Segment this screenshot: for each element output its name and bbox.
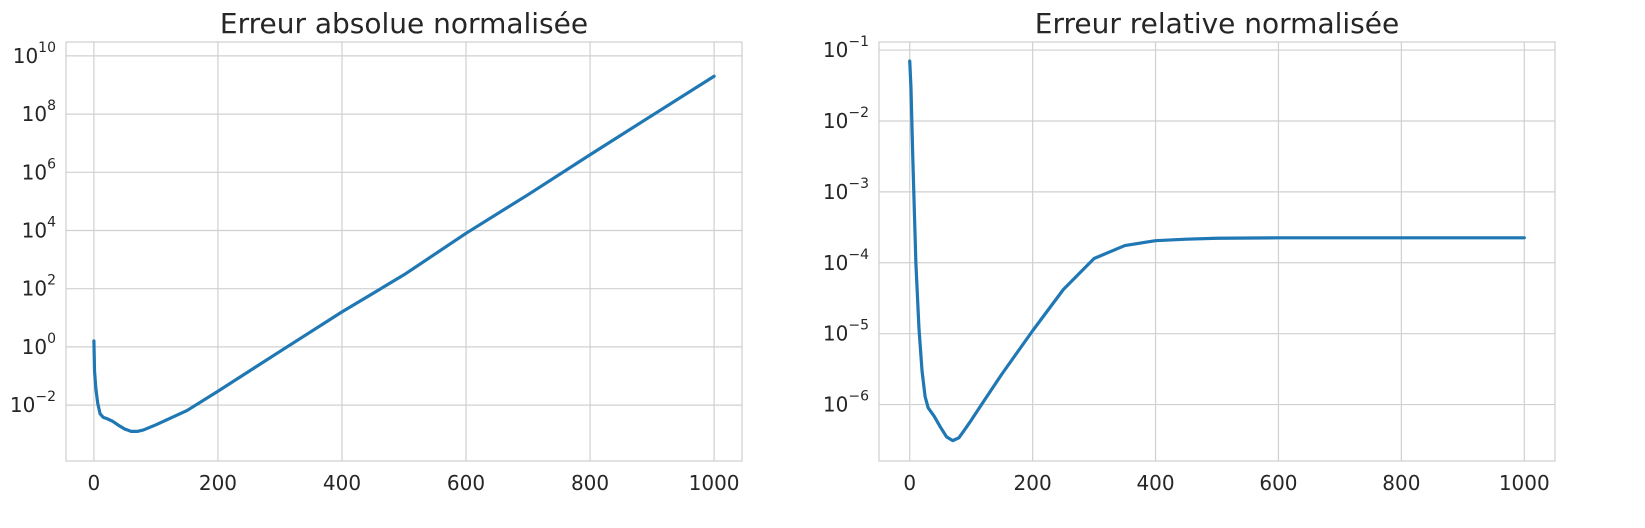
chart-title: Erreur relative normalisée xyxy=(1035,7,1399,40)
y-tick-base: 10 xyxy=(823,38,848,62)
y-tick-label: 10−3 xyxy=(823,176,869,204)
grid xyxy=(66,42,742,461)
chart-relative-error: Erreur relative normalisée 0 200 400 600 800… xyxy=(823,7,1556,495)
y-tick-label: 100 xyxy=(22,331,56,359)
y-tick-label: 10−6 xyxy=(823,389,869,417)
y-tick-label: 104 xyxy=(22,214,56,242)
x-tick-label: 400 xyxy=(323,471,361,495)
y-tick-base: 10 xyxy=(823,180,848,204)
plot-frame xyxy=(878,41,1556,462)
x-tick-label: 1000 xyxy=(689,471,740,495)
y-tick-exponent: 4 xyxy=(47,214,56,230)
x-tick-label: 600 xyxy=(447,471,485,495)
y-tick-exponent: −2 xyxy=(848,105,869,121)
y-tick-label: 102 xyxy=(22,273,56,301)
y-tick-exponent: 0 xyxy=(47,331,56,347)
y-tick-base: 10 xyxy=(823,251,848,275)
y-tick-exponent: −6 xyxy=(848,389,869,405)
series-line xyxy=(92,74,716,433)
x-tick-label: 0 xyxy=(903,471,916,495)
x-tick-label: 600 xyxy=(1259,471,1297,495)
y-tick-exponent: −2 xyxy=(35,389,56,405)
y-tick-exponent: 2 xyxy=(47,273,56,289)
y-tick-exponent: −1 xyxy=(848,34,869,50)
x-tick-label: 800 xyxy=(571,471,609,495)
y-tick-base: 10 xyxy=(13,44,38,68)
x-tick-label: 1000 xyxy=(1499,471,1550,495)
y-tick-label: 10−4 xyxy=(823,247,869,275)
chart-title: Erreur absolue normalisée xyxy=(220,7,588,40)
y-tick-labels: 10−610−510−410−310−210−1 xyxy=(823,34,869,416)
y-tick-exponent: −3 xyxy=(848,176,869,192)
y-tick-label: 106 xyxy=(22,156,56,184)
y-tick-exponent: 6 xyxy=(47,156,56,172)
x-tick-label: 800 xyxy=(1382,471,1420,495)
y-tick-base: 10 xyxy=(22,335,47,359)
y-tick-base: 10 xyxy=(10,393,35,417)
y-tick-base: 10 xyxy=(823,322,848,346)
plot-frame xyxy=(65,41,743,462)
x-tick-label: 200 xyxy=(1014,471,1052,495)
y-tick-label: 10−2 xyxy=(823,105,869,133)
y-tick-label: 10−5 xyxy=(823,318,869,346)
y-tick-base: 10 xyxy=(22,218,47,242)
y-tick-label: 108 xyxy=(22,98,56,126)
grid xyxy=(879,42,1555,461)
y-tick-base: 10 xyxy=(823,393,848,417)
series-line xyxy=(908,59,1526,443)
y-tick-base: 10 xyxy=(22,277,47,301)
chart-absolute-error: Erreur absolue normalisée 0 200 400 600 800 1… xyxy=(10,7,743,495)
y-tick-exponent: −5 xyxy=(848,318,869,334)
x-tick-label: 400 xyxy=(1136,471,1174,495)
y-tick-base: 10 xyxy=(823,109,848,133)
y-tick-exponent: −4 xyxy=(848,247,869,263)
x-tick-label: 200 xyxy=(199,471,237,495)
y-tick-base: 10 xyxy=(22,102,47,126)
x-tick-label: 0 xyxy=(88,471,101,495)
x-tick-labels: 0 200 400 600 800 1000 xyxy=(88,471,740,495)
y-tick-label: 1010 xyxy=(13,40,56,68)
y-tick-label: 10−1 xyxy=(823,34,869,62)
y-tick-label: 10−2 xyxy=(10,389,56,417)
y-tick-base: 10 xyxy=(22,160,47,184)
x-tick-labels: 0 200 400 600 800 1000 xyxy=(903,471,1549,495)
y-tick-exponent: 8 xyxy=(47,98,56,114)
y-tick-exponent: 10 xyxy=(38,40,56,56)
